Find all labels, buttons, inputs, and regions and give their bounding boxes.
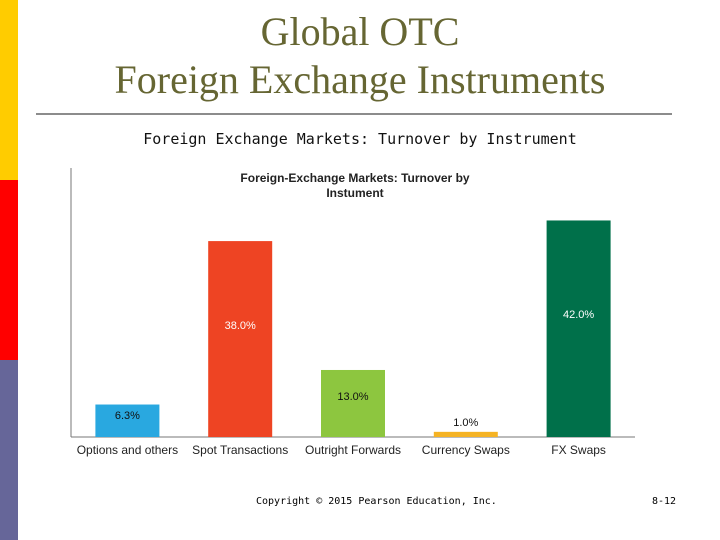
title-divider xyxy=(36,113,672,115)
chart-title-line-2: Instument xyxy=(326,186,383,200)
bar-value-label: 38.0% xyxy=(225,320,256,332)
bar xyxy=(433,431,498,437)
bar-group: 6.3% Options and others 38.0% Spot Transact… xyxy=(77,220,611,457)
slide-number: 8-12 xyxy=(652,496,677,507)
bar-value-label: 1.0% xyxy=(453,417,478,429)
copyright-text: Copyright © 2015 Pearson Education, Inc. xyxy=(256,496,497,507)
chart-title-line-1: Foreign-Exchange Markets: Turnover by xyxy=(240,171,469,185)
bar xyxy=(208,241,273,437)
accent-bar-red xyxy=(0,180,18,360)
bar-value-label: 13.0% xyxy=(337,391,368,403)
bar xyxy=(95,404,160,437)
x-category-label: Currency Swaps xyxy=(422,443,510,457)
bar-chart: Foreign-Exchange Markets: Turnover by In… xyxy=(70,168,635,457)
x-category-label: Outright Forwards xyxy=(305,443,401,457)
slide-title: Global OTC Foreign Exchange Instruments xyxy=(40,8,680,104)
accent-bar-yellow xyxy=(0,0,18,180)
x-category-label: FX Swaps xyxy=(551,443,606,457)
bar xyxy=(546,220,611,437)
x-category-label: Options and others xyxy=(77,443,178,457)
title-line-1: Global OTC xyxy=(260,9,460,54)
bar-value-label: 42.0% xyxy=(563,309,594,321)
bar xyxy=(321,369,385,437)
bar-value-label: 6.3% xyxy=(115,410,140,422)
x-category-label: Spot Transactions xyxy=(192,443,288,457)
slide-subtitle: Foreign Exchange Markets: Turnover by In… xyxy=(143,130,577,148)
accent-bar-purple xyxy=(0,360,18,540)
title-line-2: Foreign Exchange Instruments xyxy=(114,57,606,102)
